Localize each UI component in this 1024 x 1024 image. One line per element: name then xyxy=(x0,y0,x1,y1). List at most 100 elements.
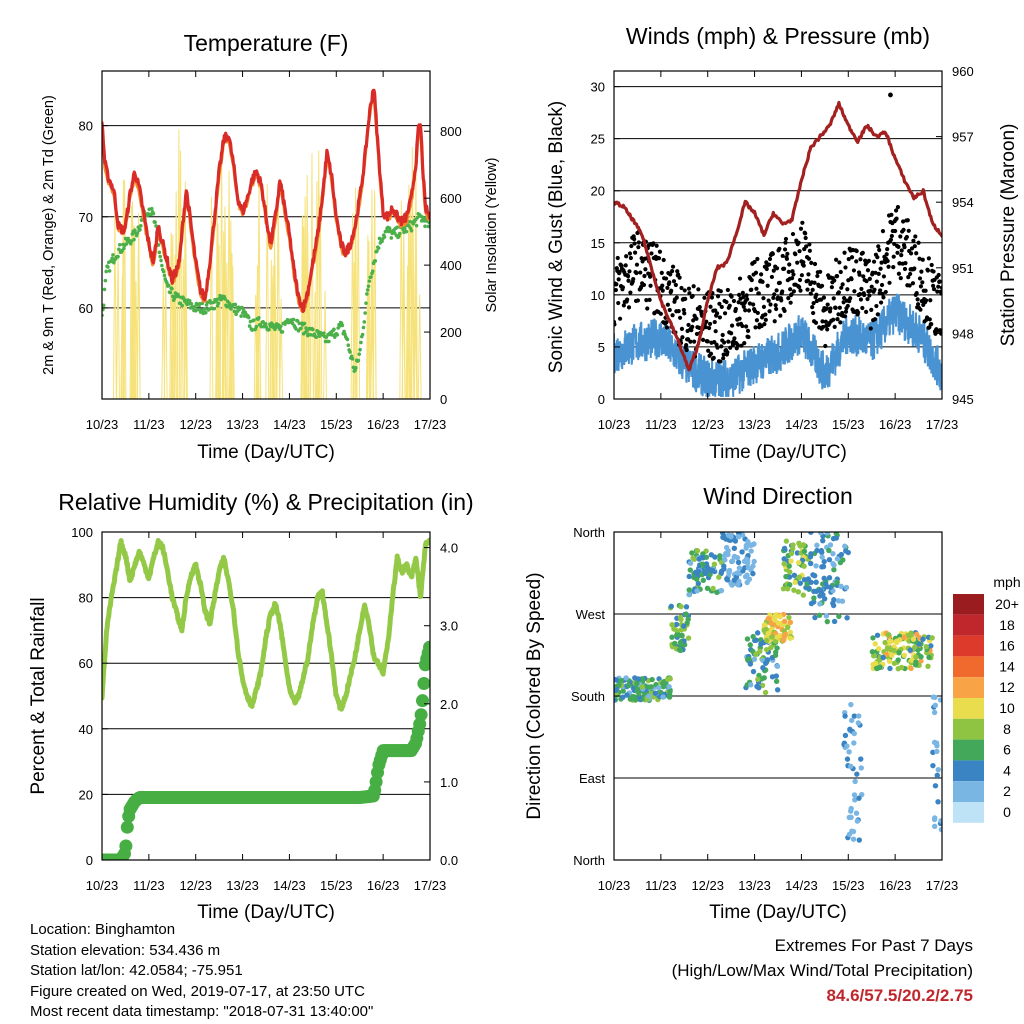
gust-point xyxy=(684,343,689,348)
wind-direction-point xyxy=(754,630,761,636)
dewpoint-point xyxy=(423,224,427,229)
wind-direction-point xyxy=(858,756,864,762)
wind-direction-point xyxy=(714,589,720,596)
gust-point xyxy=(721,352,726,357)
gust-point xyxy=(914,251,919,256)
dewpoint-point xyxy=(124,242,129,246)
dewpoint-point xyxy=(104,269,109,274)
dewpoint-point xyxy=(133,228,137,232)
gust-point xyxy=(777,246,782,251)
temperature-axes: 10/23 11/23 12/23 13/23 14/23 15/23 16/23 17/23… xyxy=(79,71,462,432)
gust-point xyxy=(801,260,806,265)
gust-point xyxy=(628,255,633,261)
gust-point xyxy=(803,231,808,236)
wind-direction-point xyxy=(748,548,754,554)
gust-point xyxy=(673,282,678,288)
extremes-values: 84.6/57.5/20.2/2.75 xyxy=(826,986,973,1005)
gust-point xyxy=(647,297,652,302)
wind-direction-point xyxy=(908,665,914,672)
wind-direction-point xyxy=(817,587,824,593)
gust-point xyxy=(731,298,737,304)
wind-direction-point xyxy=(887,665,893,672)
wind-direction-point xyxy=(844,743,850,749)
gust-point xyxy=(843,265,848,270)
gust-point xyxy=(885,246,890,252)
gust-point xyxy=(815,273,820,279)
gust-point xyxy=(913,234,918,239)
x-tick-label: 17/23 xyxy=(926,878,959,893)
dewpoint-point xyxy=(358,347,362,352)
solar-insolation-spike xyxy=(276,187,281,399)
gust-point xyxy=(825,302,830,307)
gust-point xyxy=(918,284,924,289)
dewpoint-point xyxy=(409,228,414,233)
wind-direction-point xyxy=(751,558,757,565)
gust-point xyxy=(616,277,621,282)
gust-point xyxy=(632,250,638,255)
y-tick-label: 0 xyxy=(598,392,605,407)
wind-direction-point xyxy=(788,550,795,557)
wind-direction-point xyxy=(751,656,758,662)
wind-direction-point xyxy=(686,591,692,598)
y2-tick-label: 2.0 xyxy=(440,697,458,712)
wind-direction-point xyxy=(897,637,903,643)
wind-direction-point xyxy=(787,619,794,625)
dewpoint-point xyxy=(116,254,120,259)
wind-direction-point xyxy=(699,554,706,560)
gust-point xyxy=(740,323,745,329)
wind-direction-point xyxy=(814,542,820,548)
wind-direction-point xyxy=(926,654,932,661)
wind-direction-point xyxy=(718,587,725,594)
gust-point xyxy=(858,297,864,302)
gust-point xyxy=(727,303,732,308)
wind-direction-point xyxy=(908,630,914,636)
winds-axes: 10/23 11/23 12/23 13/23 14/23 15/23 16/23 17/23… xyxy=(591,64,974,432)
wind-direction-point xyxy=(821,558,827,565)
gust-point xyxy=(834,257,839,262)
dewpoint-point xyxy=(311,327,315,332)
gust-point xyxy=(734,346,739,351)
y-tick-label: North xyxy=(573,853,605,868)
gust-point xyxy=(715,345,720,350)
wind-direction-point xyxy=(856,795,862,801)
wind-direction-axes: 10/23 11/23 12/23 13/23 14/23 15/23 16/23 17/23… xyxy=(571,525,958,893)
wind-direction-point xyxy=(639,676,645,682)
wind-direction-point xyxy=(757,648,763,654)
gust-point xyxy=(877,247,882,253)
gust-point xyxy=(931,286,937,292)
dewpoint-point xyxy=(426,224,430,229)
wind-direction-point xyxy=(772,638,779,644)
gust-point xyxy=(795,260,800,265)
wind-direction-point xyxy=(692,569,699,576)
gust-point xyxy=(808,291,813,296)
wind-direction-point xyxy=(786,582,793,588)
gust-point xyxy=(722,340,727,345)
dewpoint-point xyxy=(367,279,372,283)
gust-point xyxy=(687,291,692,296)
gust-point xyxy=(636,245,641,250)
wind-direction-point xyxy=(753,651,759,657)
gust-point xyxy=(860,250,865,255)
gust-point xyxy=(782,308,787,313)
gust-point xyxy=(824,306,829,311)
wind-direction-point xyxy=(780,586,787,592)
wind-direction-point xyxy=(631,694,637,700)
solar-insolation-spike xyxy=(411,213,416,399)
gust-point xyxy=(834,273,840,279)
wind-direction-point xyxy=(783,573,789,580)
wind-direction-point xyxy=(852,797,858,803)
wind-direction-point xyxy=(938,818,942,824)
gust-point xyxy=(677,315,683,320)
gust-point xyxy=(749,278,754,283)
solar-insolation-spike xyxy=(116,247,120,399)
dewpoint-point xyxy=(279,324,283,329)
wind-direction-point xyxy=(736,565,743,571)
gust-point xyxy=(885,258,890,264)
x-tick-label: 11/23 xyxy=(645,417,677,432)
wind-direction-point xyxy=(769,634,775,640)
dewpoint-point xyxy=(117,242,122,247)
winds-frame xyxy=(613,70,943,400)
wind-direction-point xyxy=(750,668,757,675)
solar-insolation-spike xyxy=(183,309,188,399)
gust-point xyxy=(755,256,760,262)
